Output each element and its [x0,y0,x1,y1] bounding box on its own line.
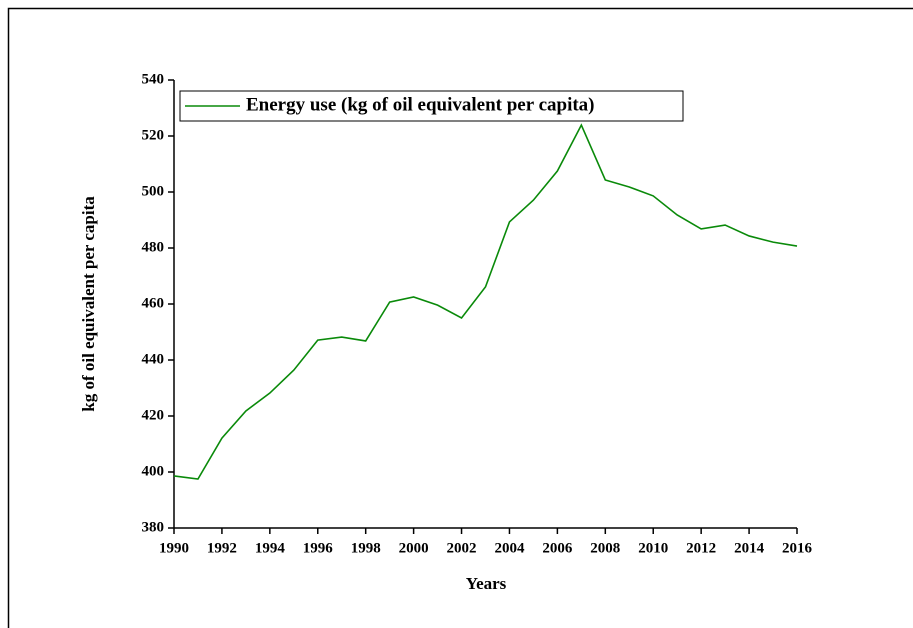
frame [7,7,913,628]
y-tick-label: 380 [142,519,165,535]
x-tick-label: 1996 [303,540,334,556]
y-tick-label: 420 [142,407,165,423]
y-tick-label: 520 [142,127,165,143]
legend-box [179,90,684,122]
y-tick-label: 440 [142,351,165,367]
legend-label: Energy use (kg of oil equivalent per cap… [246,94,595,115]
y-axis-title: kg of oil equivalent per capita [79,196,98,412]
x-tick-label: 2010 [638,540,668,556]
x-tick-label: 2002 [447,540,477,556]
x-tick-label: 1992 [207,540,237,556]
y-tick-label: 500 [142,183,165,199]
x-tick-label: 2016 [782,540,813,556]
y-tick-label: 540 [142,71,165,87]
x-tick-label: 2012 [686,540,716,556]
x-tick-label: 2000 [399,540,429,556]
x-axis-title: Years [466,574,507,593]
x-tick-label: 2004 [494,540,525,556]
x-tick-label: 1990 [159,540,189,556]
x-tick-label: 2008 [590,540,620,556]
x-tick-label: 1998 [351,540,381,556]
y-tick-label: 480 [142,239,165,255]
x-tick-label: 2014 [734,540,765,556]
data-line [173,123,798,480]
x-tick-label: 2006 [542,540,573,556]
y-tick-label: 460 [142,295,165,311]
x-tick-label: 1994 [255,540,286,556]
y-tick-label: 400 [142,463,165,479]
